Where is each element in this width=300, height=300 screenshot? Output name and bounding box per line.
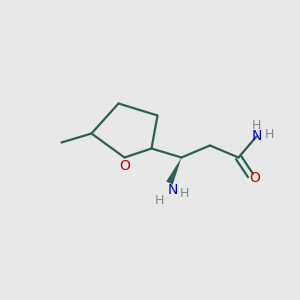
Text: O: O <box>119 160 130 173</box>
Text: O: O <box>250 172 260 185</box>
Text: H: H <box>252 118 261 132</box>
Text: H: H <box>180 187 189 200</box>
Polygon shape <box>166 158 182 184</box>
Text: H: H <box>264 128 274 141</box>
Text: N: N <box>167 184 178 197</box>
Text: N: N <box>251 130 262 143</box>
Text: H: H <box>154 194 164 208</box>
